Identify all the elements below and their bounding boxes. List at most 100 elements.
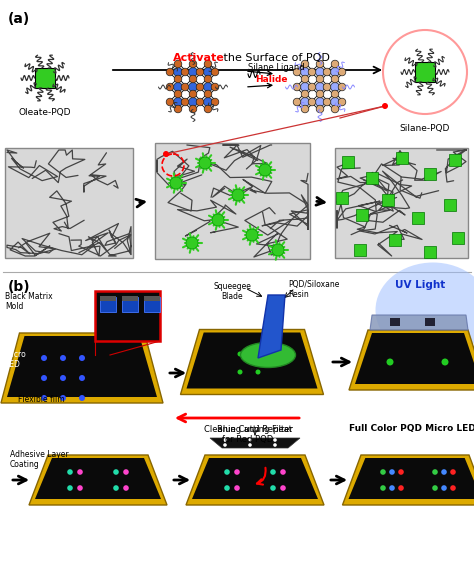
Circle shape: [270, 469, 276, 475]
Circle shape: [293, 83, 301, 91]
Circle shape: [308, 98, 316, 106]
Circle shape: [308, 83, 316, 91]
Circle shape: [272, 244, 284, 256]
Text: Blue Cutting Filter: Blue Cutting Filter: [217, 425, 293, 434]
Circle shape: [280, 485, 286, 491]
Circle shape: [308, 68, 316, 76]
Text: Squeegee
Blade: Squeegee Blade: [213, 282, 251, 301]
Circle shape: [174, 105, 182, 113]
Circle shape: [301, 83, 310, 91]
Circle shape: [189, 98, 198, 107]
Circle shape: [316, 68, 325, 76]
Circle shape: [211, 98, 219, 106]
Circle shape: [189, 75, 197, 83]
Circle shape: [386, 359, 393, 365]
Circle shape: [174, 90, 182, 98]
Circle shape: [204, 105, 212, 113]
Bar: [342, 156, 354, 168]
Bar: [390, 318, 400, 326]
Circle shape: [113, 485, 119, 491]
Circle shape: [301, 90, 309, 98]
Bar: [424, 246, 436, 258]
Text: Flexible film: Flexible film: [18, 395, 64, 404]
Bar: [35, 68, 55, 88]
Text: Silane Ligand: Silane Ligand: [248, 63, 305, 72]
Circle shape: [273, 438, 277, 442]
Circle shape: [259, 164, 271, 176]
Circle shape: [173, 98, 182, 107]
Circle shape: [301, 98, 310, 107]
Circle shape: [432, 485, 438, 491]
Circle shape: [173, 83, 182, 91]
Circle shape: [77, 469, 83, 475]
Circle shape: [181, 98, 189, 106]
Circle shape: [441, 485, 447, 491]
Circle shape: [67, 469, 73, 475]
Bar: [335, 148, 468, 258]
Ellipse shape: [375, 262, 474, 357]
Circle shape: [330, 98, 339, 107]
Circle shape: [60, 395, 66, 401]
Circle shape: [166, 98, 174, 106]
Bar: [155, 143, 310, 259]
Polygon shape: [1, 333, 163, 403]
Circle shape: [234, 469, 240, 475]
Circle shape: [338, 98, 346, 106]
Circle shape: [316, 75, 324, 83]
Circle shape: [163, 151, 169, 157]
Bar: [356, 209, 368, 221]
Circle shape: [174, 75, 182, 83]
Circle shape: [432, 469, 438, 475]
Polygon shape: [370, 315, 468, 330]
Circle shape: [255, 370, 261, 374]
Circle shape: [293, 68, 301, 76]
Polygon shape: [258, 295, 285, 358]
Text: Cleaning and Repeat
for Red PQD: Cleaning and Repeat for Red PQD: [204, 425, 292, 445]
Bar: [144, 296, 160, 301]
Circle shape: [280, 469, 286, 475]
Bar: [425, 318, 435, 326]
Circle shape: [181, 68, 189, 76]
Bar: [452, 232, 464, 244]
Circle shape: [301, 68, 310, 76]
Circle shape: [331, 60, 339, 68]
Circle shape: [123, 485, 129, 491]
Circle shape: [389, 469, 395, 475]
Polygon shape: [192, 458, 318, 499]
Bar: [424, 168, 436, 180]
Circle shape: [196, 68, 204, 76]
Bar: [396, 152, 408, 164]
Polygon shape: [181, 329, 323, 395]
Circle shape: [41, 395, 47, 401]
Circle shape: [196, 98, 204, 106]
Circle shape: [113, 469, 119, 475]
Circle shape: [203, 83, 212, 91]
Ellipse shape: [240, 342, 295, 367]
Bar: [412, 212, 424, 224]
Circle shape: [441, 469, 447, 475]
Circle shape: [189, 83, 198, 91]
Circle shape: [301, 60, 309, 68]
Circle shape: [77, 485, 83, 491]
Circle shape: [450, 469, 456, 475]
Circle shape: [203, 68, 212, 76]
Text: Full Color PQD Micro LEDs: Full Color PQD Micro LEDs: [349, 424, 474, 433]
Circle shape: [189, 105, 197, 113]
Bar: [100, 297, 116, 312]
Circle shape: [248, 438, 252, 442]
Circle shape: [301, 105, 309, 113]
Circle shape: [248, 443, 252, 447]
Circle shape: [323, 68, 331, 76]
Circle shape: [79, 395, 85, 401]
Circle shape: [204, 60, 212, 68]
Text: Black Matrix
Mold: Black Matrix Mold: [5, 292, 53, 311]
Bar: [122, 296, 138, 301]
Circle shape: [166, 68, 174, 76]
Circle shape: [293, 98, 301, 106]
Bar: [389, 234, 401, 246]
Circle shape: [450, 485, 456, 491]
Text: the Surface of PQD: the Surface of PQD: [220, 53, 330, 63]
Circle shape: [380, 485, 386, 491]
Circle shape: [203, 98, 212, 107]
Circle shape: [316, 98, 325, 107]
